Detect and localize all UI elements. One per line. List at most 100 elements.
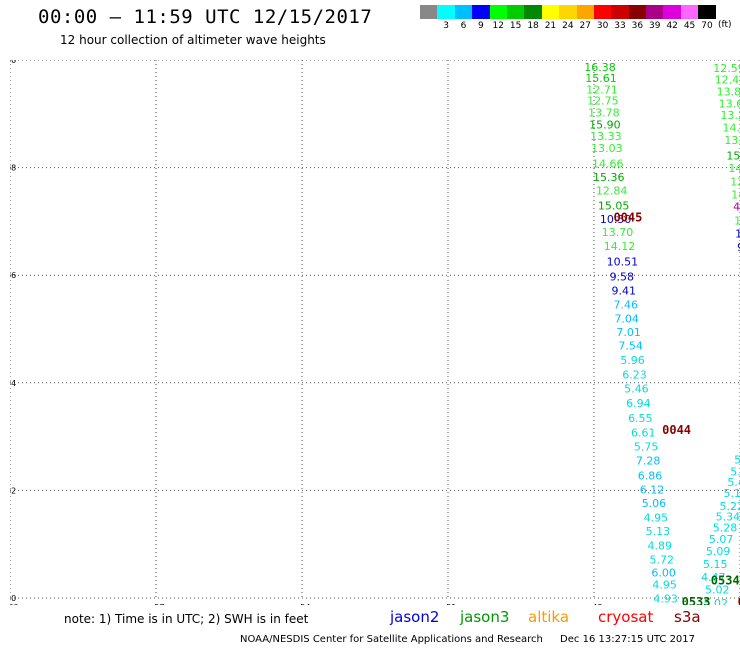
lat-tick-label: 30 [10,594,16,603]
legend-bin: 15 [506,5,525,31]
legend-bin: 12 [489,5,507,31]
pass-time-label: 0 [738,595,740,605]
wave-height-reading: 7.46 [613,299,638,312]
wave-height-reading: 9.41 [612,285,637,298]
pass-time-label: 0044 [662,423,691,437]
wave-height-reading: 10 [735,228,740,241]
wave-height-reading: 13.03 [591,142,623,155]
wave-height-reading: 6.12 [640,484,665,497]
credit-text: NOAA/NESDIS Center for Satellite Applica… [240,634,543,645]
satellite-s3a: s3a [674,608,701,626]
wave-height-reading: 14.18 [722,122,740,135]
wave-height-reading: 5.96 [620,354,645,367]
wave-height-reading: 5.72 [649,554,674,567]
wave-height-reading: 5.34 [716,511,740,524]
satellite-jason2: jason2 [390,608,440,626]
legend-label: 42 [666,21,678,31]
wave-height-reading: 7.04 [614,313,639,326]
map-title: 00:00 – 11:59 UTC 12/15/2017 [38,6,373,28]
wave-height-reading: 12.84 [596,185,628,198]
wave-height-reading: 9 [737,241,740,254]
legend-bin: 30 [593,5,612,31]
legend-swatch [524,5,542,19]
legend-bin: 27 [576,5,594,31]
wave-height-reading: 13.20 [721,109,740,122]
legend-bin: 6 [454,5,473,31]
wave-height-reading: 5.06 [642,497,667,510]
legend-swatch [454,5,473,19]
wave-height-reading: 5.75 [634,441,659,454]
wave-height-reading: 4.47 [701,571,726,584]
legend-swatch [698,5,716,19]
wave-height-reading: 12.59 [713,62,740,75]
legend-label: 36 [631,21,644,31]
wave-height-reading: 5.49 [730,465,740,478]
lon-tick-label: −57 [148,603,165,605]
wave-height-reading: 6.86 [638,470,663,483]
legend-swatch [576,5,594,19]
legend-bin: 36 [628,5,647,31]
wave-height-reading: 5.09 [706,545,731,558]
wave-height-reading: 10.51 [607,256,639,269]
legend-bin: 39 [646,5,664,31]
legend-bin: 21 [541,5,560,31]
legend-label: 27 [579,21,591,31]
legend-bin: 9 [472,5,490,31]
legend-bin: 3 [437,5,455,31]
wave-height-reading: 6.00 [651,566,676,579]
wave-height-reading: 5.15 [703,558,728,571]
legend-swatch [628,5,647,19]
legend-swatch [506,5,525,19]
legend-swatch [437,5,455,19]
legend-swatch [472,5,490,19]
wave-height-reading: 4.95 [652,578,677,591]
wave-height-reading: 5.46 [624,382,649,395]
wave-height-reading: 13.99 [724,134,740,147]
legend-label: 45 [683,21,696,31]
wave-height-reading: 14.5 [731,188,740,201]
legend-swatch [489,5,507,19]
lon-tick-label: −51 [440,603,457,605]
legend-label: 39 [649,21,661,31]
legend-label: 33 [614,21,626,31]
legend-swatch [611,5,629,19]
wave-height-reading: 5.02 [705,584,730,597]
wave-height-reading: 14.12 [604,240,636,253]
legend-label: 15 [509,21,522,31]
wave-height-reading: 12. [734,215,740,228]
legend-bin: 24 [559,5,577,31]
map-subtitle: 12 hour collection of altimeter wave hei… [60,33,326,47]
wave-height-reading: 5.13 [646,525,671,538]
wave-height-reading: 14.66 [592,158,624,171]
wave-height-reading: 12.75 [587,95,619,108]
lon-tick-label: −60 [10,603,18,605]
legend-bin: 18 [524,5,542,31]
wave-height-reading: 15.61 [726,150,740,163]
pass-time-label: 0533 [682,595,711,605]
wave-height-reading: 12.71 [586,83,618,96]
lat-tick-label: 38 [10,164,16,173]
legend-unit: (ft) [718,20,732,30]
wave-height-reading: 4.93 [653,592,678,605]
wave-height-reading: 5.02 [704,597,729,605]
legend-swatch [593,5,612,19]
wave-height-reading: 5.07 [709,533,734,546]
legend-swatch [559,5,577,19]
legend-label: 6 [460,21,467,31]
lon-tick-label: −54 [294,603,311,605]
legend-label: 70 [701,21,713,31]
wave-height-reading: 5.22 [720,500,740,513]
legend-swatch [420,5,438,19]
color-legend: 3 6 9 12 15 18 21 24 27 30 33 36 39 42 45 70 [420,5,716,31]
satellite-altika: altika [528,608,570,626]
legend-label: 21 [544,21,557,31]
legend-label: 18 [527,21,539,31]
wave-height-reading: 14.4 [728,162,740,175]
lat-tick-label: 36 [10,271,16,280]
legend-bin [420,5,438,31]
wave-height-reading: 4.95 [644,512,669,525]
pass-time-label: 0534 [711,574,740,588]
wave-height-reading: 7.54 [618,339,643,352]
footer-credit: NOAA/NESDIS Center for Satellite Applica… [240,634,695,645]
wave-height-reading: 13.86 [717,86,740,99]
